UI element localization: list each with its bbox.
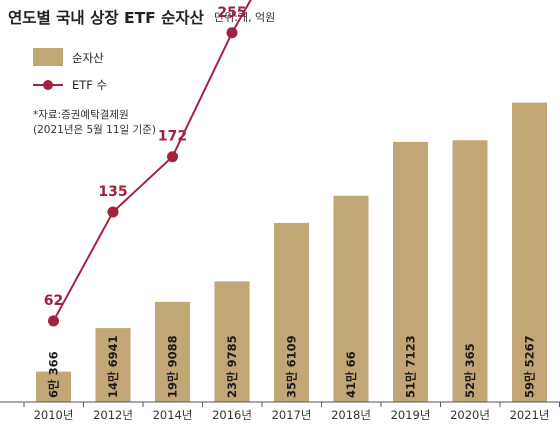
etf-count-point xyxy=(48,315,59,327)
etf-count-label: 172 xyxy=(158,129,187,145)
etf-count-point xyxy=(226,27,238,39)
bar-value-label: 52만 365 xyxy=(463,343,477,398)
x-tick-label: 2010년 xyxy=(34,408,74,422)
etf-count-label: 135 xyxy=(98,184,127,200)
etf-count-label: 255 xyxy=(217,5,246,21)
date-note: (2021년은 5월 11일 기준) xyxy=(33,123,156,136)
bar-2016년 xyxy=(214,281,250,402)
etf-count-point xyxy=(167,151,178,163)
etf-count-label: 62 xyxy=(44,293,63,309)
bar-2014년 xyxy=(155,301,190,402)
etf-count-point xyxy=(107,206,119,218)
bar-2020년 xyxy=(452,140,488,402)
bar-2018년 xyxy=(333,195,369,402)
x-tick-label: 2016년 xyxy=(212,408,252,422)
bar-value-label: 14만 6941 xyxy=(106,335,120,398)
bar-2021년 xyxy=(512,102,547,403)
bar-value-label: 35만 6109 xyxy=(285,335,299,398)
bar-value-label: 6만 366 xyxy=(47,351,61,398)
x-tick-label: 2020년 xyxy=(450,408,490,422)
bar-value-label: 41만 66 xyxy=(344,351,358,398)
x-tick-label: 2017년 xyxy=(272,408,312,422)
chart-title: 연도별 국내 상장 ETF 순자산 xyxy=(8,9,205,27)
bar-2017년 xyxy=(274,222,309,402)
bar-value-label: 59만 5267 xyxy=(523,335,537,398)
legend-line-label: ETF 수 xyxy=(72,78,107,92)
legend-line-marker xyxy=(43,80,53,90)
x-tick-label: 2019년 xyxy=(391,408,431,422)
x-tick-label: 2012년 xyxy=(93,408,133,422)
bar-2012년 xyxy=(95,328,131,402)
x-tick-label: 2018년 xyxy=(331,408,371,422)
bar-2019년 xyxy=(393,141,428,402)
bar-value-label: 23만 9785 xyxy=(225,335,239,398)
x-tick-label: 2021년 xyxy=(510,408,550,422)
x-tick-label: 2014년 xyxy=(153,408,193,422)
etf-count-line xyxy=(52,0,252,322)
bar-2010년 xyxy=(36,371,71,402)
source-note: *자료:증권예탁결제원 xyxy=(33,108,129,121)
legend-bar-label: 순자산 xyxy=(72,51,104,65)
unit-label: 단위:개, 억원 xyxy=(214,11,275,24)
legend-bar-swatch xyxy=(33,48,63,66)
bar-value-label: 19만 9088 xyxy=(166,335,180,398)
bar-value-label: 51만 7123 xyxy=(404,335,418,398)
